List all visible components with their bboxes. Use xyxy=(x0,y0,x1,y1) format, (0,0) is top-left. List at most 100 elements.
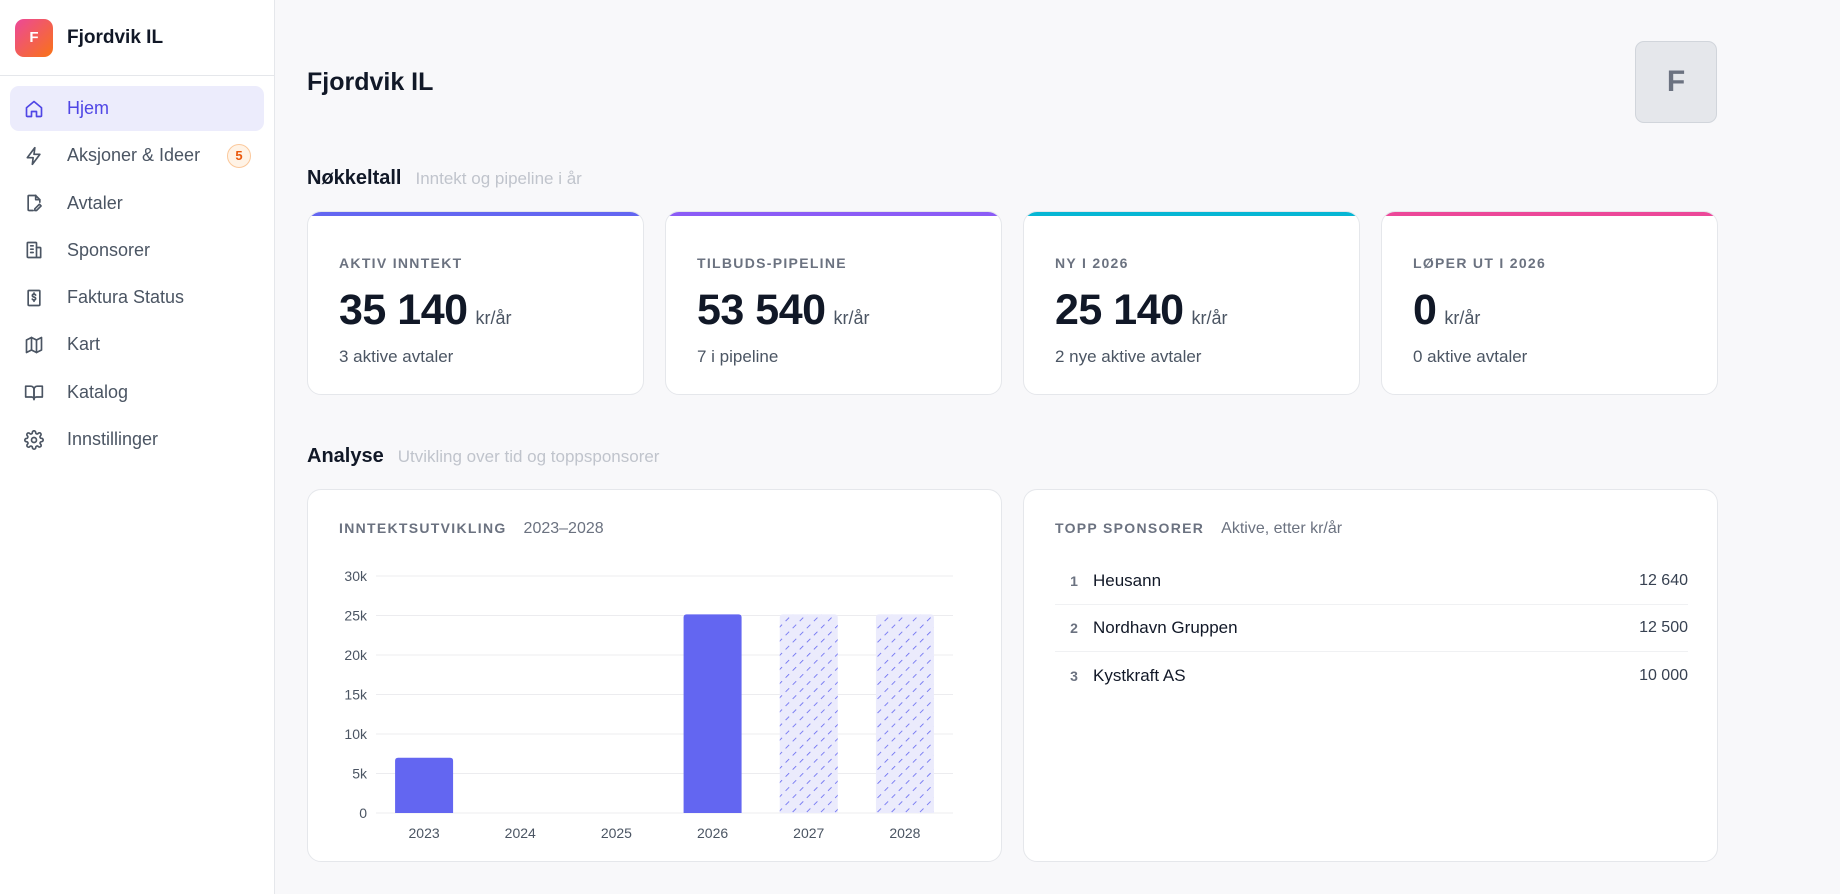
document-edit-icon xyxy=(23,192,45,214)
sidebar-item-label: Hjem xyxy=(67,98,110,118)
y-tick-label: 5k xyxy=(352,766,368,782)
brand: F Fjordvik IL xyxy=(0,0,274,76)
kpi-note: 3 aktive avtaler xyxy=(339,347,454,366)
brand-name: Fjordvik IL xyxy=(67,26,164,48)
projected-bar[interactable] xyxy=(875,614,934,813)
kpi-note: 0 aktive avtaler xyxy=(1413,347,1528,366)
sponsor-value: 12 640 xyxy=(1639,572,1688,589)
kpi-card-aktiv-inntekt: AKTIV INNTEKT 35 140 kr/år 3 aktive avta… xyxy=(307,211,644,395)
kpi-accent-bar xyxy=(1024,212,1359,216)
analysis-section-header: Analyse Utvikling over tid og toppsponso… xyxy=(307,445,659,468)
list-item[interactable]: 3 Kystkraft AS 10 000 xyxy=(1055,652,1688,699)
y-tick-label: 25k xyxy=(344,608,368,624)
sponsor-rank: 1 xyxy=(1070,573,1078,589)
sidebar-item-faktura-status[interactable]: Faktura Status xyxy=(10,275,264,320)
kpi-note: 2 nye aktive avtaler xyxy=(1055,347,1202,366)
kpi-unit: kr/år xyxy=(1191,308,1228,328)
x-tick-label: 2024 xyxy=(505,825,536,841)
bar[interactable] xyxy=(683,614,742,813)
kpi-note: 7 i pipeline xyxy=(697,347,779,366)
sponsor-value: 10 000 xyxy=(1639,666,1688,684)
sidebar-item-aksjoner[interactable]: Aksjoner & Ideer 5 xyxy=(10,133,264,178)
list-item[interactable]: 2 Nordhavn Gruppen 12 500 xyxy=(1055,605,1688,652)
kpi-value: 35 140 xyxy=(339,286,468,334)
y-tick-label: 30k xyxy=(344,568,368,584)
lightning-icon xyxy=(23,145,45,167)
sidebar-item-label: Innstillinger xyxy=(67,429,159,450)
book-icon xyxy=(23,381,45,403)
y-tick-label: 15k xyxy=(344,687,368,703)
kpi-label: TILBUDS-PIPELINE xyxy=(697,255,847,271)
section-title: Nøkkeltall xyxy=(307,167,402,189)
notification-badge: 5 xyxy=(227,143,251,168)
y-tick-label: 0 xyxy=(359,805,367,821)
sidebar-item-innstillinger[interactable]: Innstillinger xyxy=(10,417,264,462)
sponsor-rank: 2 xyxy=(1070,620,1078,636)
main-content: Fjordvik IL F Nøkkeltall Inntekt og pipe… xyxy=(275,0,1840,894)
x-tick-label: 2027 xyxy=(793,825,824,841)
brand-logo[interactable]: F xyxy=(15,18,53,57)
page-title: Fjordvik IL xyxy=(307,68,434,96)
y-tick-label: 10k xyxy=(344,726,368,742)
map-icon xyxy=(23,334,45,356)
kpi-value-row: 25 140 kr/år xyxy=(1055,286,1228,335)
card-subtitle: 2023–2028 xyxy=(523,520,604,537)
gear-icon xyxy=(23,429,45,451)
x-tick-label: 2026 xyxy=(697,825,728,841)
kpi-label: AKTIV INNTEKT xyxy=(339,255,463,271)
sidebar-item-label: Kart xyxy=(67,334,101,355)
revenue-chart-card: 0 5k 10k 15k 20k 25k 30k 2023 2024 2025 2026 2027 20… xyxy=(307,489,1002,862)
building-icon xyxy=(23,239,45,261)
bar[interactable] xyxy=(395,757,454,813)
card-header: INNTEKTSUTVIKLING 2023–2028 xyxy=(339,520,604,538)
card-title: INNTEKTSUTVIKLING xyxy=(339,520,507,536)
sponsor-value: 12 500 xyxy=(1639,619,1688,636)
projected-bar[interactable] xyxy=(779,614,838,813)
top-sponsors-card: TOPP SPONSORER Aktive, etter kr/år 1 Heu… xyxy=(1023,489,1718,862)
sponsor-list: 1 Heusann 12 640 2 Nordhavn Gruppen 12 5… xyxy=(1055,558,1688,699)
kpi-value: 53 540 xyxy=(697,286,826,334)
card-subtitle: Aktive, etter kr/år xyxy=(1221,520,1343,537)
kpi-card-tilbuds-pipeline: TILBUDS-PIPELINE 53 540 kr/år 7 i pipeli… xyxy=(665,211,1002,395)
x-tick-label: 2028 xyxy=(889,825,920,841)
kpi-section-header: Nøkkeltall Inntekt og pipeline i år xyxy=(307,167,582,190)
kpi-card-ny-i-2026: NY I 2026 25 140 kr/år 2 nye aktive avta… xyxy=(1023,211,1360,395)
sidebar-item-sponsorer[interactable]: Sponsorer xyxy=(10,228,264,273)
kpi-value-row: 35 140 kr/år xyxy=(339,286,512,335)
kpi-value-row: 0 kr/år xyxy=(1413,286,1480,335)
sponsor-name: Kystkraft AS xyxy=(1093,665,1186,685)
kpi-accent-bar xyxy=(308,212,643,216)
section-title: Analyse xyxy=(307,445,384,467)
card-title: TOPP SPONSORER xyxy=(1055,520,1205,536)
kpi-accent-bar xyxy=(1382,212,1717,216)
sidebar: F Fjordvik IL Hjem Aksjoner & Ideer 5 Av… xyxy=(0,0,275,894)
kpi-value-row: 53 540 kr/år xyxy=(697,286,870,335)
sidebar-item-avtaler[interactable]: Avtaler xyxy=(10,181,264,226)
avatar[interactable]: F xyxy=(1635,41,1717,123)
kpi-label: NY I 2026 xyxy=(1055,255,1129,271)
kpi-value: 0 xyxy=(1413,286,1437,334)
x-tick-label: 2023 xyxy=(409,825,440,841)
list-item[interactable]: 1 Heusann 12 640 xyxy=(1055,558,1688,605)
sidebar-nav: Hjem Aksjoner & Ideer 5 Avtaler Sponsore… xyxy=(0,76,274,474)
y-tick-label: 20k xyxy=(344,647,368,663)
kpi-unit: kr/år xyxy=(1444,308,1481,328)
sidebar-item-label: Avtaler xyxy=(67,192,123,213)
card-header: TOPP SPONSORER Aktive, etter kr/år xyxy=(1055,520,1342,538)
kpi-unit: kr/år xyxy=(475,308,512,328)
sidebar-item-hjem[interactable]: Hjem xyxy=(10,86,264,131)
sponsor-rank: 3 xyxy=(1070,667,1078,684)
kpi-label: LØPER UT I 2026 xyxy=(1413,255,1547,271)
sidebar-item-label: Sponsorer xyxy=(67,239,151,260)
kpi-value: 25 140 xyxy=(1055,286,1184,334)
kpi-accent-bar xyxy=(666,212,1001,216)
revenue-bar-chart: 0 5k 10k 15k 20k 25k 30k 2023 2024 2025 2026 2027 20… xyxy=(344,568,953,841)
section-subtitle: Utvikling over tid og toppsponsorer xyxy=(397,447,660,466)
x-tick-label: 2025 xyxy=(601,825,632,841)
section-subtitle: Inntekt og pipeline i år xyxy=(415,169,582,188)
kpi-unit: kr/år xyxy=(833,308,870,328)
sidebar-item-kart[interactable]: Kart xyxy=(10,322,264,367)
sponsor-name: Heusann xyxy=(1093,571,1162,590)
sidebar-item-katalog[interactable]: Katalog xyxy=(10,370,264,415)
sidebar-item-label: Aksjoner & Ideer xyxy=(67,145,201,166)
